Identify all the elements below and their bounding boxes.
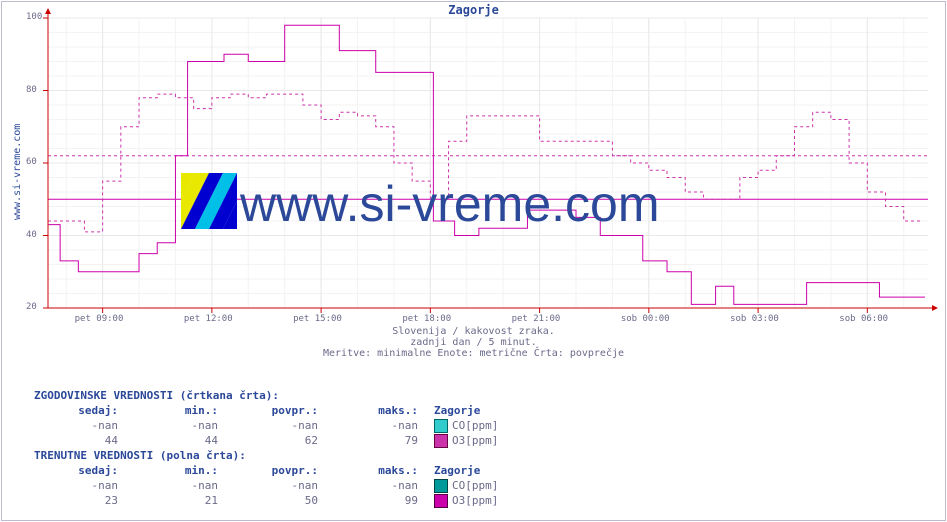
data-tables: ZGODOVINSKE VREDNOSTI (črtkana črta):sed… — [34, 388, 574, 508]
x-tick-label: sob 00:00 — [621, 314, 670, 324]
x-tick-label: pet 09:00 — [75, 314, 124, 324]
table-title: TRENUTNE VREDNOSTI (polna črta): — [34, 448, 574, 463]
y-tick-label: 80 — [26, 85, 37, 95]
legend-swatch — [434, 479, 448, 493]
legend-swatch — [434, 434, 448, 448]
legend-swatch — [434, 419, 448, 433]
table-row: -nan-nan-nan-nanCO[ppm] — [34, 418, 574, 433]
y-tick-label: 60 — [26, 157, 37, 167]
plot-area — [48, 18, 928, 308]
watermark-text-label: www.si-vreme.com — [240, 176, 659, 232]
subtitle-block: Slovenija / kakovost zraka.zadnji dan / … — [0, 326, 947, 359]
x-tick-label: sob 06:00 — [839, 314, 888, 324]
subtitle-line: Meritve: minimalne Enote: metrične Črta:… — [0, 348, 947, 359]
table-row: 44446279O3[ppm] — [34, 433, 574, 448]
x-tick-label: pet 21:00 — [512, 314, 561, 324]
y-axis-title-text: www.si-vreme.com — [12, 124, 23, 220]
table-title: ZGODOVINSKE VREDNOSTI (črtkana črta): — [34, 388, 574, 403]
table-row: -nan-nan-nan-nanCO[ppm] — [34, 478, 574, 493]
y-tick-label: 40 — [26, 230, 37, 240]
table-header: sedaj:min.:povpr.:maks.:Zagorje — [34, 463, 574, 478]
table-row: 23215099O3[ppm] — [34, 493, 574, 508]
x-tick-label: sob 03:00 — [730, 314, 779, 324]
legend-swatch — [434, 494, 448, 508]
subtitle-line: zadnji dan / 5 minut. — [0, 337, 947, 348]
watermark-text: www.si-vreme.com — [240, 175, 659, 233]
watermark-logo — [181, 173, 237, 229]
chart-title: Zagorje — [448, 3, 499, 17]
y-tick-label: 100 — [26, 12, 42, 22]
chart-title-text: Zagorje — [448, 3, 499, 17]
table-header: sedaj:min.:povpr.:maks.:Zagorje — [34, 403, 574, 418]
x-tick-label: pet 18:00 — [402, 314, 451, 324]
x-tick-label: pet 12:00 — [184, 314, 233, 324]
x-tick-label: pet 15:00 — [293, 314, 342, 324]
y-tick-label: 20 — [26, 302, 37, 312]
subtitle-line: Slovenija / kakovost zraka. — [0, 326, 947, 337]
y-axis-title: www.si-vreme.com — [12, 124, 23, 220]
